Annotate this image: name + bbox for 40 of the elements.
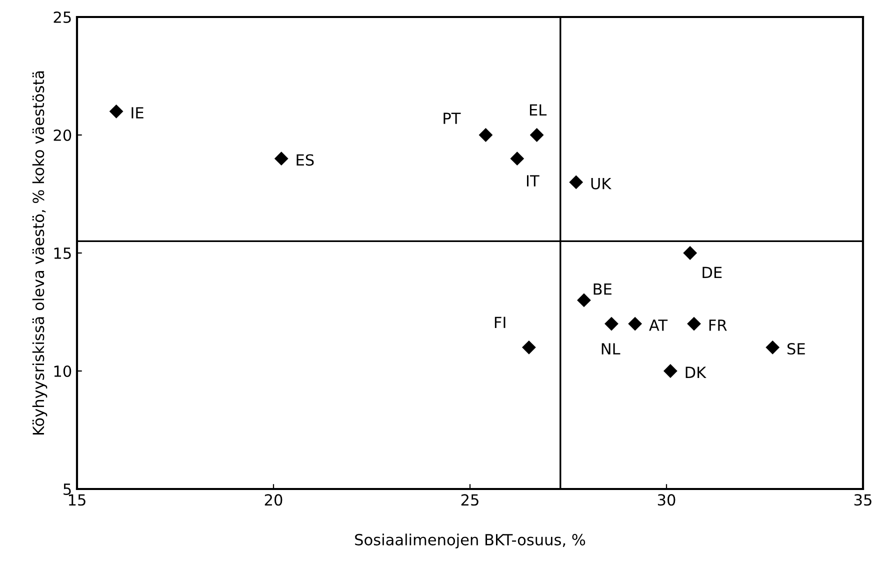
annotation: AT xyxy=(649,320,668,331)
annotation: PT xyxy=(444,112,461,124)
point xyxy=(577,293,591,308)
y-tick-label: 5 xyxy=(64,484,71,496)
y-axis-title: Köyhyysriskissä oleva väestö, % koko väestöstä xyxy=(32,71,48,435)
annotation: EL xyxy=(530,104,547,116)
point xyxy=(766,340,780,354)
point xyxy=(510,152,524,166)
annotation: FR xyxy=(709,320,727,331)
point xyxy=(628,316,642,331)
point xyxy=(663,364,678,378)
y-tick-label: 25 xyxy=(54,11,71,24)
point xyxy=(687,316,701,331)
x-tick-label: 35 xyxy=(854,494,872,506)
annotation: DE xyxy=(702,266,722,278)
x-tick-label: 25 xyxy=(461,494,478,506)
annotation: SE xyxy=(788,343,805,355)
x-tick-label: 15 xyxy=(68,494,86,506)
y-tick-label: 15 xyxy=(54,248,71,260)
point xyxy=(569,175,584,190)
annotation: NL xyxy=(602,343,620,354)
y-tick-label: 20 xyxy=(54,129,72,142)
annotation: DK xyxy=(686,366,706,378)
annotation: BE xyxy=(594,284,612,295)
point xyxy=(109,104,124,118)
point xyxy=(478,128,493,142)
annotation: ES xyxy=(296,154,314,166)
point xyxy=(683,246,698,260)
annotation: FI xyxy=(494,316,506,328)
annotation: UK xyxy=(591,178,612,190)
point xyxy=(522,340,536,354)
y-tick-label: 10 xyxy=(54,365,72,378)
annotation: IE xyxy=(132,107,144,118)
point xyxy=(604,316,618,331)
point xyxy=(530,128,544,142)
annotation: IT xyxy=(526,175,540,186)
x-axis-title: Sosiaalimenojen BKT-osuus, % xyxy=(355,534,586,548)
x-tick-label: 30 xyxy=(658,494,676,506)
x-tick-label: 20 xyxy=(264,494,282,506)
point xyxy=(274,152,288,166)
